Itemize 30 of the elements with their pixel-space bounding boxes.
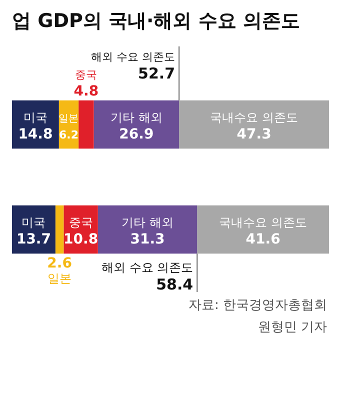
bar xyxy=(78,100,94,149)
bar xyxy=(179,100,329,149)
text: 기타 해외 xyxy=(122,216,174,230)
data-label: 31.3 xyxy=(130,232,165,248)
data-label: 10.8 xyxy=(64,232,98,248)
series-label: 중국 xyxy=(68,216,93,230)
data-label: 41.6 xyxy=(246,232,280,248)
data-label: 6.2 xyxy=(58,128,78,142)
series-label: 일본 xyxy=(58,114,79,124)
data-label: 47.3 xyxy=(236,126,272,142)
data-label: 13.7 xyxy=(16,232,51,248)
series-label: 국내수요 의존도 xyxy=(210,110,298,124)
chart-title: 업 GDP의 국내·해외 수요 의존도 xyxy=(12,9,301,34)
text: 원형민 기자 xyxy=(256,319,327,336)
text: 중국 xyxy=(75,68,98,82)
bar xyxy=(94,100,180,149)
text: 국내수요 의존도 xyxy=(219,216,307,230)
text: 미국 xyxy=(23,110,48,124)
bar xyxy=(197,205,329,254)
annotation: 해외 수요 의존도 58.4 xyxy=(101,260,194,294)
text: 자료: 한국경영자총협회 xyxy=(187,297,327,314)
series-label: 기타 해외 xyxy=(110,110,162,124)
text: 일본 xyxy=(48,272,72,286)
data-label: 14.8 xyxy=(18,126,53,142)
data-label: 26.9 xyxy=(119,126,154,142)
bar xyxy=(55,205,64,254)
data-label: 4.8 xyxy=(74,83,99,100)
bar xyxy=(98,205,198,254)
series-label: 미국 xyxy=(22,216,46,230)
data-label: 2.6 xyxy=(47,256,72,272)
